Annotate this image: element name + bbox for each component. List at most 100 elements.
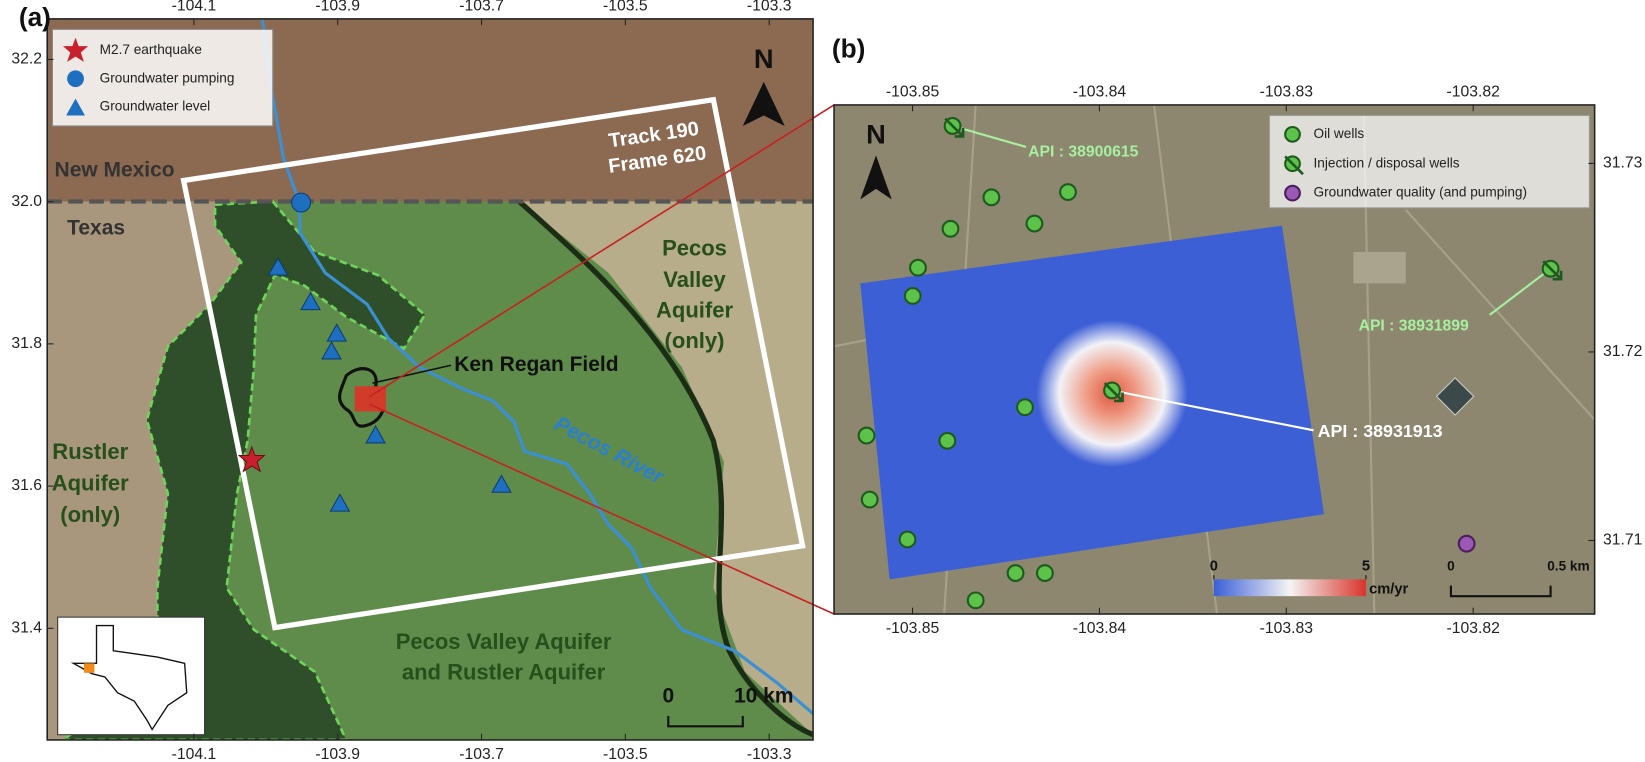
north-label: N bbox=[866, 119, 886, 150]
oil-well bbox=[1016, 398, 1034, 417]
oil-well bbox=[909, 258, 927, 277]
legend-label: Oil wells bbox=[1313, 126, 1364, 141]
track-frame bbox=[180, 96, 806, 631]
legend-label: Injection / disposal wells bbox=[1313, 155, 1459, 170]
quality-well bbox=[1457, 534, 1476, 553]
oil-well bbox=[857, 426, 876, 445]
y-tick-label: 32.0 bbox=[11, 193, 42, 210]
colorbar-unit: cm/yr bbox=[1369, 582, 1408, 598]
oil-wells bbox=[857, 183, 1077, 610]
aquifer-boundary bbox=[517, 199, 814, 738]
pecos-river bbox=[260, 18, 814, 715]
field-outline bbox=[337, 367, 386, 428]
x-tick-label: -103.3 bbox=[747, 746, 792, 762]
x-tick-label: -103.83 bbox=[1260, 620, 1314, 637]
x-tick-label: -103.82 bbox=[1446, 84, 1499, 101]
scale-label: 10 km bbox=[734, 684, 793, 707]
level-well bbox=[365, 425, 386, 444]
injection-arrow bbox=[1103, 382, 1124, 403]
level-well bbox=[267, 257, 289, 276]
aquifer-label: Valley bbox=[663, 267, 726, 292]
x-tick-label: -104.1 bbox=[172, 0, 217, 14]
scale-label: 0.5 km bbox=[1547, 558, 1589, 573]
legend-marker bbox=[1284, 184, 1301, 202]
north-arrow bbox=[860, 155, 892, 200]
level-well bbox=[491, 474, 512, 493]
aquifer-label: Pecos bbox=[662, 236, 727, 261]
legend-marker bbox=[67, 70, 84, 88]
x-tick-label: -103.85 bbox=[886, 84, 940, 101]
x-tick-label: -103.82 bbox=[1446, 620, 1499, 637]
colorbar-tick-label: 5 bbox=[1362, 559, 1370, 575]
panel-label: (b) bbox=[832, 33, 865, 63]
legend-label: Groundwater level bbox=[100, 99, 211, 114]
x-tick-label: -103.7 bbox=[459, 746, 504, 762]
field-label: Ken Regan Field bbox=[454, 353, 618, 376]
y-tick-label: 31.73 bbox=[1603, 155, 1643, 172]
aquifer-label: (only) bbox=[60, 502, 120, 527]
oil-well bbox=[1006, 564, 1025, 582]
pumping-well bbox=[291, 192, 312, 213]
state-label: Texas bbox=[67, 216, 125, 239]
y-tick-label: 31.8 bbox=[11, 335, 42, 352]
scale-label: 0 bbox=[1447, 558, 1455, 573]
aquifer-label: Pecos Valley Aquifer bbox=[396, 629, 612, 654]
x-tick-label: -103.5 bbox=[603, 0, 648, 14]
frame-a bbox=[46, 18, 814, 741]
x-tick-label: -103.9 bbox=[315, 746, 360, 762]
map-b bbox=[834, 104, 1595, 615]
aquifer-label: (only) bbox=[665, 328, 725, 353]
level-wells bbox=[267, 257, 512, 512]
scale-bar bbox=[667, 715, 744, 728]
oil-well bbox=[898, 530, 917, 549]
api-label: API : 38931913 bbox=[1318, 421, 1443, 441]
oil-well bbox=[966, 591, 985, 610]
oil-well bbox=[860, 490, 879, 509]
oil-well bbox=[1025, 214, 1044, 233]
y-tick-label: 31.6 bbox=[11, 477, 42, 494]
state-label: New Mexico bbox=[55, 159, 175, 182]
legend-label: Groundwater pumping bbox=[100, 70, 235, 85]
zoom-line bbox=[368, 403, 835, 615]
injection-arrow bbox=[944, 117, 965, 138]
inset-location bbox=[83, 663, 95, 673]
earthquake bbox=[237, 445, 266, 473]
east-land bbox=[519, 201, 814, 735]
y-tick-label: 31.72 bbox=[1603, 343, 1642, 360]
level-well bbox=[326, 323, 348, 342]
frame-b bbox=[833, 104, 1596, 615]
legend-marker bbox=[1284, 155, 1304, 176]
texas-outline bbox=[70, 624, 188, 731]
rustler-aquifer bbox=[60, 200, 427, 740]
y-tick-label: 31.71 bbox=[1603, 532, 1642, 549]
legend-box bbox=[1268, 114, 1590, 209]
north-label: N bbox=[754, 43, 774, 74]
api-label: API : 38900615 bbox=[1028, 143, 1138, 160]
north-arrow bbox=[742, 81, 785, 126]
injection-arrow bbox=[1542, 260, 1563, 281]
aquifer-label: and Rustler Aquifer bbox=[402, 660, 606, 685]
oil-well bbox=[982, 188, 1001, 207]
api-label: API : 38931899 bbox=[1359, 318, 1469, 335]
oil-well bbox=[1035, 564, 1054, 582]
x-tick-label: -103.7 bbox=[459, 0, 504, 14]
legend-marker bbox=[62, 37, 89, 62]
aquifer-label: Aquifer bbox=[52, 471, 129, 496]
api-leader bbox=[1111, 389, 1314, 432]
panel-label: (a) bbox=[19, 2, 51, 32]
scale-bar bbox=[1449, 585, 1552, 598]
oil-well bbox=[938, 431, 957, 450]
x-tick-label: -103.85 bbox=[886, 620, 940, 637]
pad bbox=[1353, 251, 1406, 284]
level-well bbox=[329, 493, 351, 512]
zoom-line bbox=[368, 104, 835, 398]
aquifer-label: Aquifer bbox=[656, 298, 733, 323]
legend-marker bbox=[66, 98, 85, 116]
x-tick-label: -103.84 bbox=[1073, 620, 1127, 637]
legend-marker bbox=[1284, 125, 1301, 143]
x-tick-label: -103.84 bbox=[1073, 84, 1127, 101]
api-leader bbox=[952, 124, 1027, 148]
aquifer-label: Rustler bbox=[52, 439, 128, 464]
study-area bbox=[354, 386, 387, 412]
